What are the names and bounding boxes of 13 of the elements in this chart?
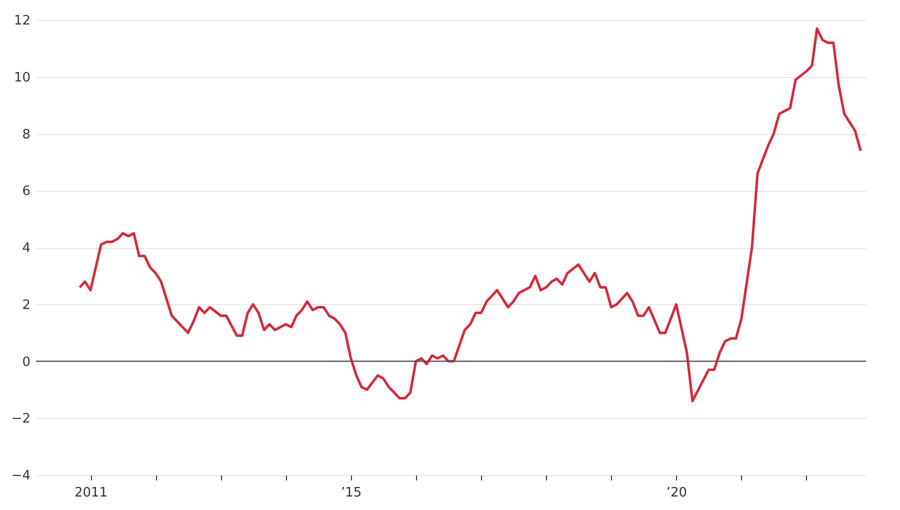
y-tick-label: −4 — [11, 468, 30, 484]
y-tick-label: 6 — [22, 184, 30, 200]
y-tick-label: 10 — [14, 70, 30, 86]
y-tick-label: 12 — [14, 14, 30, 28]
x-tick-label: ’20 — [666, 486, 688, 500]
y-tick-label: 4 — [22, 241, 30, 256]
x-tick-label: ’15 — [341, 486, 362, 500]
line-series — [78, 27, 862, 402]
y-tick-label: 2 — [22, 298, 30, 313]
y-tick-label: 0 — [22, 354, 30, 370]
x-tick-label: 2011 — [74, 486, 108, 500]
y-tick-label: −2 — [11, 412, 30, 427]
y-tick-label: 8 — [22, 127, 30, 142]
